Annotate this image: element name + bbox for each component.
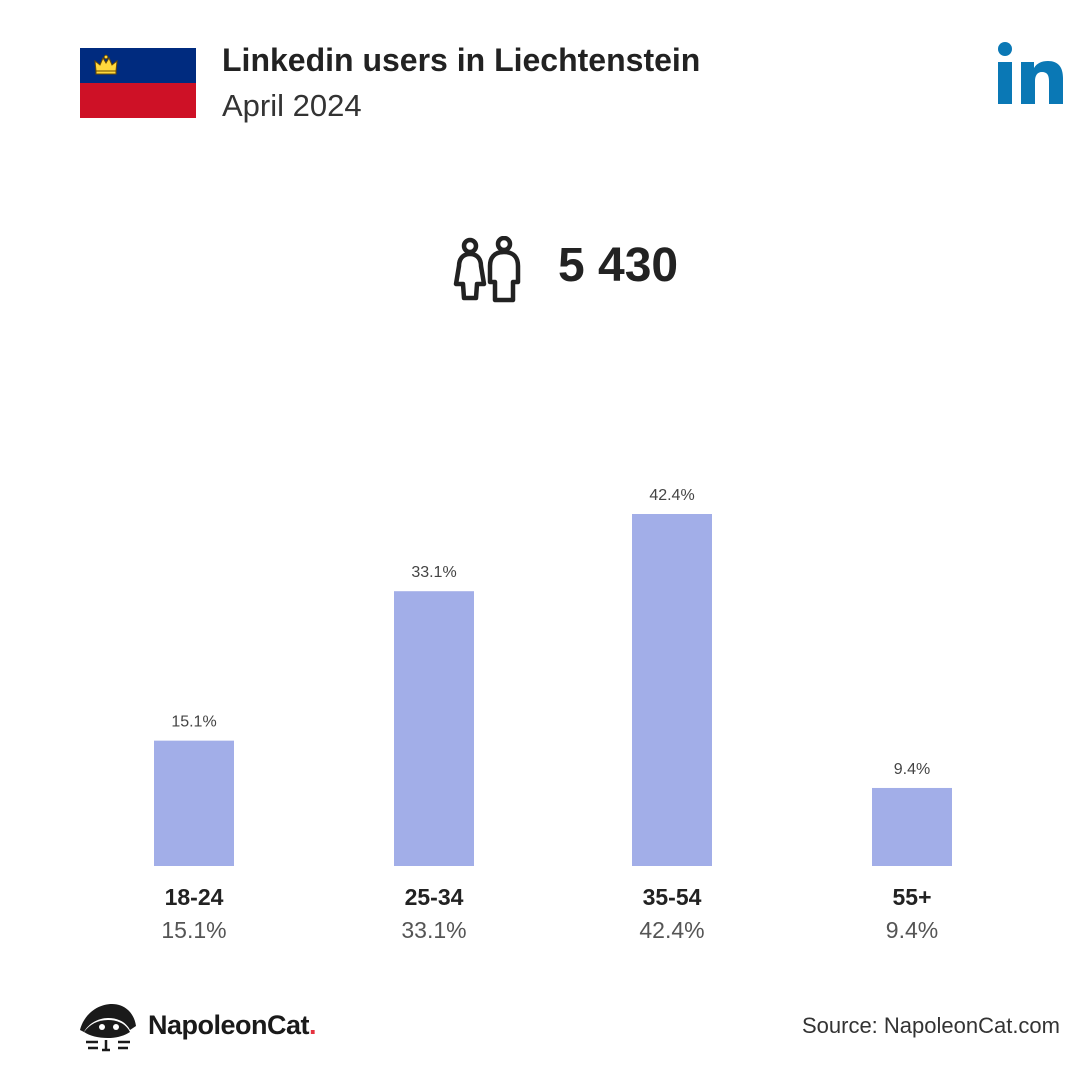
category-percent-label: 9.4% [885, 917, 939, 943]
users-icon [453, 236, 521, 303]
category-label: 35-54 [642, 884, 702, 910]
category-label: 18-24 [164, 884, 224, 910]
bar-value-label: 9.4% [894, 761, 930, 778]
source-credit: Source: NapoleonCat.com [801, 1013, 1060, 1038]
crown-icon [94, 54, 118, 75]
bar-35-54 [632, 514, 712, 866]
total-users-value: 5 430 [558, 239, 679, 292]
category-percent-label: 33.1% [401, 917, 467, 943]
bar-value-label: 15.1% [171, 714, 216, 731]
bar-55+ [872, 787, 952, 866]
napoleoncat-wordmark: NapoleonCat. [148, 1010, 317, 1041]
napoleoncat-logo-icon [80, 1004, 136, 1052]
page-title: Linkedin users in Liechtenstein [222, 42, 701, 78]
category-percent-label: 15.1% [161, 917, 227, 943]
bar-value-label: 33.1% [411, 564, 456, 581]
wordmark-dot: . [309, 1010, 317, 1040]
liechtenstein-flag-icon [80, 48, 196, 118]
wordmark-text: NapoleonCat [148, 1010, 310, 1040]
bar-25-34 [394, 591, 474, 866]
category-label: 55+ [892, 884, 932, 910]
page-subtitle: April 2024 [222, 88, 362, 123]
bar-value-label: 42.4% [649, 487, 694, 504]
flag-red-stripe [80, 83, 196, 118]
linkedin-logo-icon [998, 42, 1063, 104]
category-percent-label: 42.4% [639, 917, 705, 943]
category-label: 25-34 [404, 884, 464, 910]
bar-18-24 [154, 740, 234, 866]
